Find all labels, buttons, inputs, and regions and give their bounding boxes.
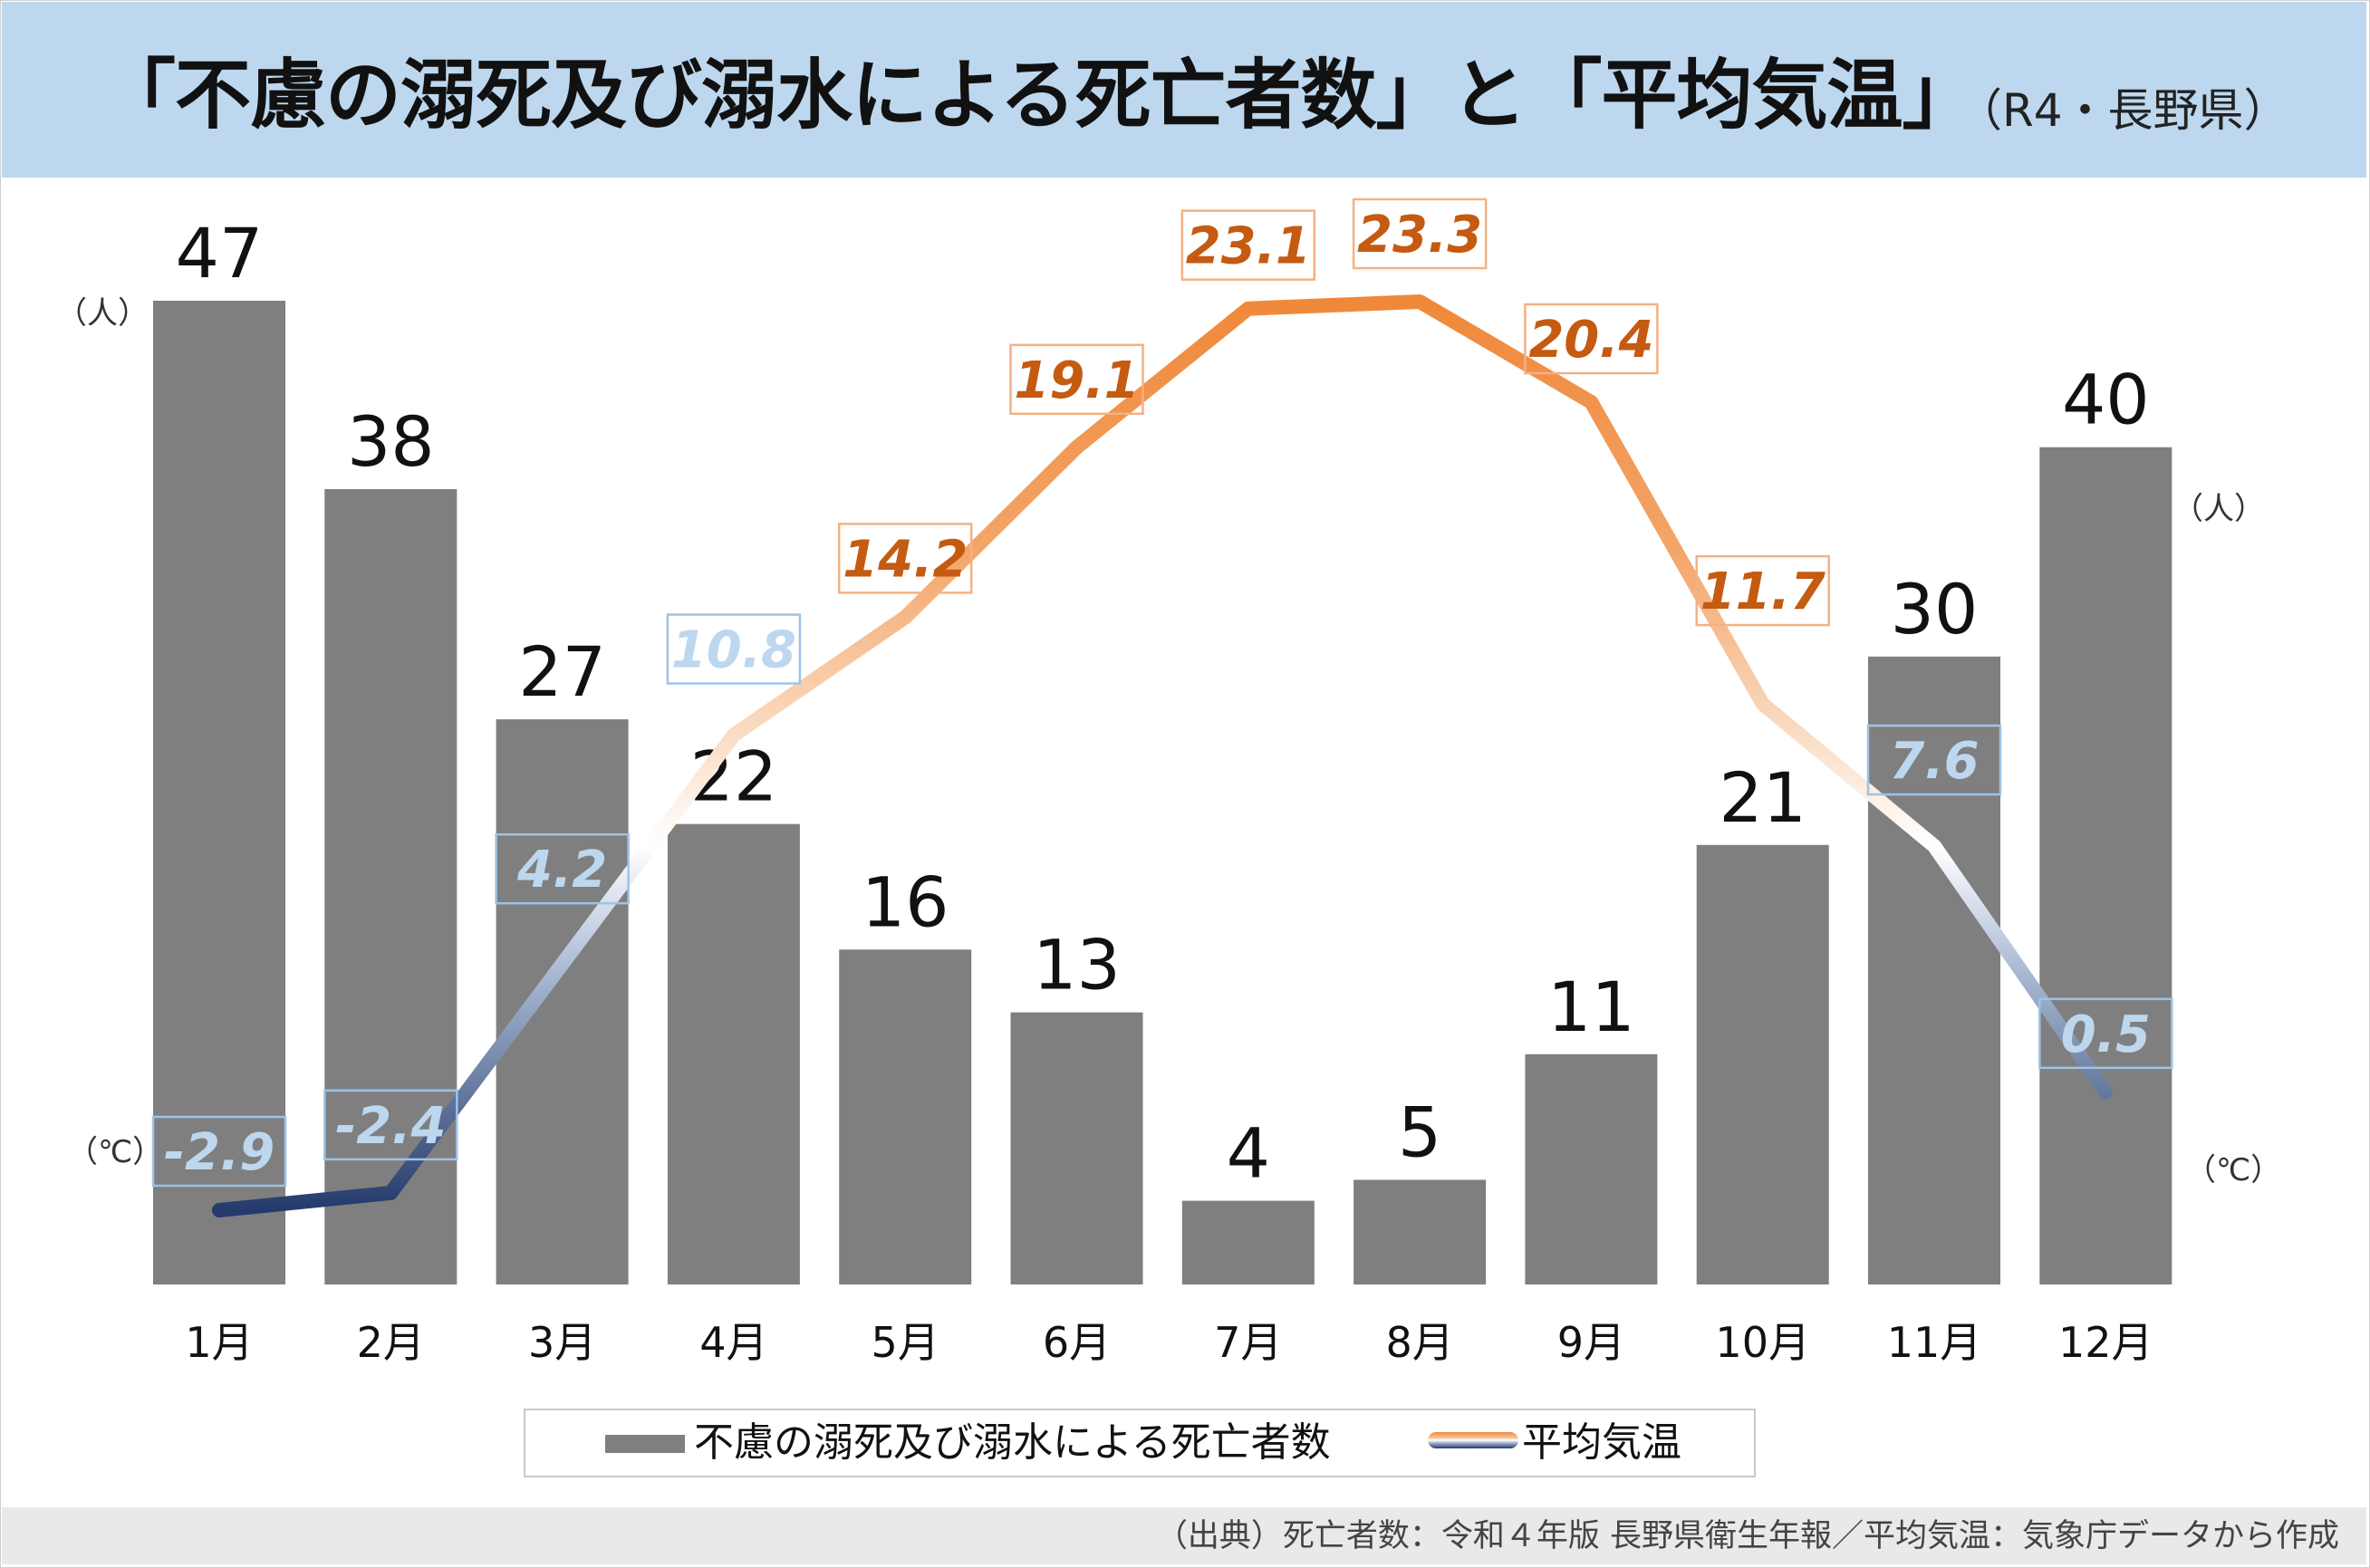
- temperature-value-label: 4.2: [516, 841, 607, 899]
- bar: [1354, 1179, 1487, 1284]
- title-banner: [2, 2, 2366, 178]
- bar: [1181, 1200, 1315, 1284]
- temperature-label-box: [1009, 343, 1144, 416]
- legend-bar-label: 不慮の溺死及び溺水による死亡者数: [694, 1419, 1331, 1466]
- temperature-label-box: [495, 832, 630, 905]
- bar-value-label: 4: [1227, 1113, 1270, 1194]
- legend-line-swatch: [1428, 1432, 1518, 1448]
- temperature-label-box: [1866, 724, 2002, 796]
- x-tick-label: 5月: [872, 1318, 939, 1367]
- temperature-value-label: 11.7: [1700, 563, 1826, 621]
- footer-bar: [2, 1507, 2366, 1564]
- temperature-value-label: 7.6: [1889, 732, 1979, 791]
- temperature-label-box: [323, 1089, 458, 1161]
- temperature-value-label: 20.4: [1528, 311, 1653, 370]
- temperature-label-box: [1180, 209, 1316, 281]
- temperature-label-box: [151, 1115, 287, 1188]
- temperature-label-box: [1352, 197, 1488, 270]
- bar: [153, 301, 285, 1284]
- temperature-label-box: [2038, 997, 2173, 1070]
- bar-value-label: 21: [1719, 757, 1806, 838]
- temperature-line: [212, 294, 2114, 1217]
- temperature-value-label: 10.8: [671, 621, 796, 680]
- temperature-label-box: [1524, 303, 1659, 375]
- bar-value-label: 11: [1547, 967, 1635, 1047]
- bar: [2039, 447, 2172, 1284]
- bar-value-label: 27: [518, 631, 606, 712]
- bar-value-label: 30: [1891, 569, 1979, 649]
- bar-axis-unit-right: （人）: [2172, 491, 2265, 527]
- temperature-label-box: [666, 613, 802, 685]
- bar: [839, 949, 972, 1284]
- x-tick-label: 11月: [1887, 1318, 1982, 1367]
- x-tick-label: 6月: [1043, 1318, 1111, 1367]
- temp-axis-unit-right: （℃）: [2185, 1152, 2282, 1188]
- bar-value-label: 40: [2062, 360, 2150, 440]
- temp-axis-unit-left: （℃）: [67, 1134, 164, 1170]
- bar-value-label: 38: [347, 401, 435, 482]
- bar: [1010, 1012, 1143, 1284]
- bar-value-label: 16: [862, 861, 949, 942]
- chart-subtitle: （R4・長野県）: [1957, 84, 2289, 137]
- bar-value-label: 5: [1398, 1092, 1441, 1172]
- x-tick-label: 3月: [528, 1318, 596, 1367]
- bar: [1868, 656, 2000, 1284]
- temperature-value-label: 23.3: [1357, 206, 1482, 265]
- temperature-value-label: 23.1: [1186, 217, 1311, 276]
- bar-axis-unit-left: （人）: [56, 295, 149, 332]
- source-note: （出典）死亡者数：令和４年版 長野県衛生年報／平均気温：気象庁データから作成: [1155, 1518, 2339, 1554]
- temperature-label-box: [837, 523, 973, 594]
- x-tick-label: 1月: [185, 1318, 253, 1367]
- temperature-value-label: -2.4: [335, 1097, 446, 1156]
- x-tick-label: 4月: [699, 1318, 767, 1367]
- bar: [667, 823, 800, 1284]
- x-tick-label: 12月: [2058, 1318, 2153, 1367]
- x-tick-label: 2月: [357, 1318, 425, 1367]
- bar-value-label: 13: [1033, 925, 1121, 1005]
- temperature-value-label: 19.1: [1014, 351, 1139, 410]
- chart-title: 「不慮の溺死及び溺水による死亡者数」と「平均気温」: [100, 51, 1978, 139]
- x-tick-label: 10月: [1715, 1318, 1810, 1367]
- bar: [1525, 1053, 1658, 1284]
- legend-bar-swatch: [605, 1435, 685, 1453]
- temperature-value-label: 14.2: [843, 530, 968, 589]
- temperature-value-label: 0.5: [2061, 1005, 2151, 1064]
- legend: 不慮の溺死及び溺水による死亡者数 平均気温: [524, 1409, 1756, 1477]
- bar: [324, 488, 458, 1284]
- x-tick-label: 8月: [1385, 1318, 1453, 1367]
- temperature-value-label: -2.9: [164, 1123, 275, 1182]
- temperature-label-box: [1695, 554, 1830, 627]
- x-tick-label: 7月: [1214, 1318, 1282, 1367]
- legend-line-label: 平均気温: [1522, 1419, 1681, 1466]
- bar: [1696, 844, 1829, 1284]
- x-tick-label: 9月: [1557, 1318, 1625, 1367]
- bar: [496, 719, 629, 1284]
- bar-value-label: 47: [176, 213, 264, 293]
